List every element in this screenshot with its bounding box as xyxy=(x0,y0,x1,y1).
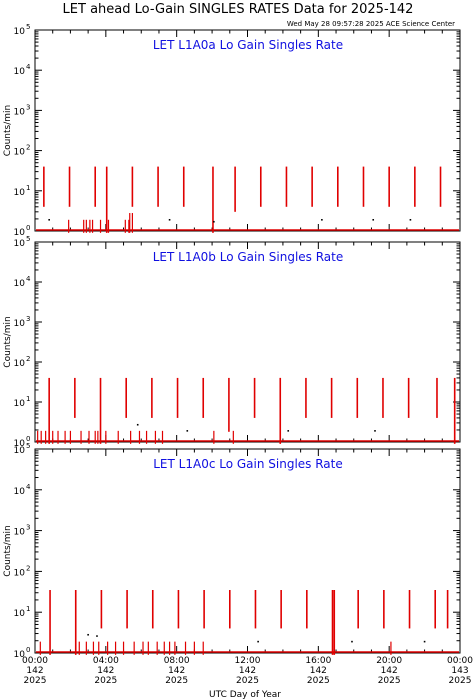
y-tick-label: 10 xyxy=(14,27,26,37)
x-tick-year: 2025 xyxy=(165,676,188,686)
x-axis-label: UTC Day of Year xyxy=(209,690,281,700)
plot-frame xyxy=(34,241,461,443)
x-tick-year: 2025 xyxy=(24,676,47,686)
y-tick-exponent: 1 xyxy=(26,184,30,192)
x-tick-year: 2025 xyxy=(236,676,259,686)
y-tick-exponent: 2 xyxy=(26,355,30,363)
y-tick-label: 10 xyxy=(14,487,26,497)
y-tick-exponent: 0 xyxy=(26,224,30,232)
x-tick-year: 2025 xyxy=(307,676,330,686)
y-tick-exponent: 1 xyxy=(26,605,30,613)
y-tick-label: 10 xyxy=(14,568,26,578)
y-tick-exponent: 5 xyxy=(26,442,30,450)
x-tick-year: 2025 xyxy=(378,676,401,686)
y-tick-label: 10 xyxy=(14,359,26,369)
data-point xyxy=(186,430,189,432)
y-tick-label: 10 xyxy=(14,239,26,249)
y-tick-label: 10 xyxy=(14,148,26,158)
y-tick-label: 10 xyxy=(14,399,26,409)
x-tick-year: 2025 xyxy=(449,676,472,686)
y-tick-label: 10 xyxy=(14,228,26,238)
data-point xyxy=(372,218,375,221)
y-tick-exponent: 3 xyxy=(26,103,30,111)
data-point xyxy=(321,218,323,221)
y-axis-label: Counts/min xyxy=(3,525,13,576)
data-point xyxy=(48,218,50,221)
data-point xyxy=(257,640,259,643)
x-tick-time: 00:00 xyxy=(22,656,48,666)
y-tick-label: 10 xyxy=(14,188,26,198)
generation-timestamp: Wed May 28 09:57:28 2025 ACE Science Cen… xyxy=(287,20,455,28)
data-point xyxy=(136,423,139,426)
x-tick-time: 16:00 xyxy=(305,656,331,666)
x-tick-time: 08:00 xyxy=(164,656,190,666)
data-point xyxy=(87,633,89,636)
data-point xyxy=(351,640,353,643)
y-axis-label: Counts/min xyxy=(3,105,13,156)
y-tick-exponent: 5 xyxy=(26,23,30,31)
y-axis-label: Counts/min xyxy=(3,316,13,367)
data-point xyxy=(409,218,412,221)
data-point xyxy=(168,218,171,221)
x-tick-day: 142 xyxy=(310,666,327,676)
figure-title: LET ahead Lo-Gain SINGLES RATES Data for… xyxy=(63,2,414,17)
panel-title: LET L1A0a Lo Gain Singles Rate xyxy=(153,38,343,52)
y-tick-label: 10 xyxy=(14,609,26,619)
y-tick-exponent: 3 xyxy=(26,315,30,323)
y-tick-label: 10 xyxy=(14,279,26,289)
x-tick-day: 142 xyxy=(239,666,256,676)
y-tick-exponent: 4 xyxy=(26,483,31,491)
x-tick-day: 142 xyxy=(168,666,185,676)
x-tick-year: 2025 xyxy=(94,676,117,686)
y-tick-label: 10 xyxy=(14,319,26,329)
y-tick-exponent: 3 xyxy=(26,524,30,532)
data-point xyxy=(96,635,98,637)
x-tick-day: 142 xyxy=(26,666,43,676)
y-tick-exponent: 2 xyxy=(26,564,30,572)
y-tick-exponent: 4 xyxy=(26,275,31,283)
x-tick-labels: 00:00142202504:00142202508:00142202512:0… xyxy=(22,656,473,686)
x-tick-time: 00:00 xyxy=(447,656,473,666)
y-tick-label: 10 xyxy=(14,67,26,77)
y-tick-label: 10 xyxy=(14,107,26,117)
x-tick-time: 04:00 xyxy=(93,656,119,666)
y-tick-exponent: 0 xyxy=(26,646,30,654)
x-tick-day: 142 xyxy=(381,666,398,676)
x-tick-time: 20:00 xyxy=(376,656,402,666)
y-tick-exponent: 5 xyxy=(26,235,30,243)
plot-frame xyxy=(34,29,461,232)
x-tick-day: 143 xyxy=(451,666,468,676)
y-tick-exponent: 1 xyxy=(26,395,30,403)
y-tick-label: 10 xyxy=(14,446,26,456)
data-point xyxy=(213,220,215,223)
y-tick-exponent: 4 xyxy=(26,63,31,71)
y-tick-exponent: 0 xyxy=(26,435,30,443)
data-point xyxy=(374,430,376,432)
panel-title: LET L1A0c Lo Gain Singles Rate xyxy=(153,457,343,471)
y-tick-label: 10 xyxy=(14,439,26,449)
x-tick-time: 12:00 xyxy=(235,656,261,666)
data-point xyxy=(423,640,426,643)
plot-frame xyxy=(34,448,461,654)
y-tick-label: 10 xyxy=(14,528,26,538)
y-tick-label: 10 xyxy=(14,650,26,660)
x-tick-day: 142 xyxy=(97,666,114,676)
y-tick-exponent: 2 xyxy=(26,144,30,152)
data-point xyxy=(287,430,290,432)
panel-title: LET L1A0b Lo Gain Singles Rate xyxy=(153,250,344,264)
